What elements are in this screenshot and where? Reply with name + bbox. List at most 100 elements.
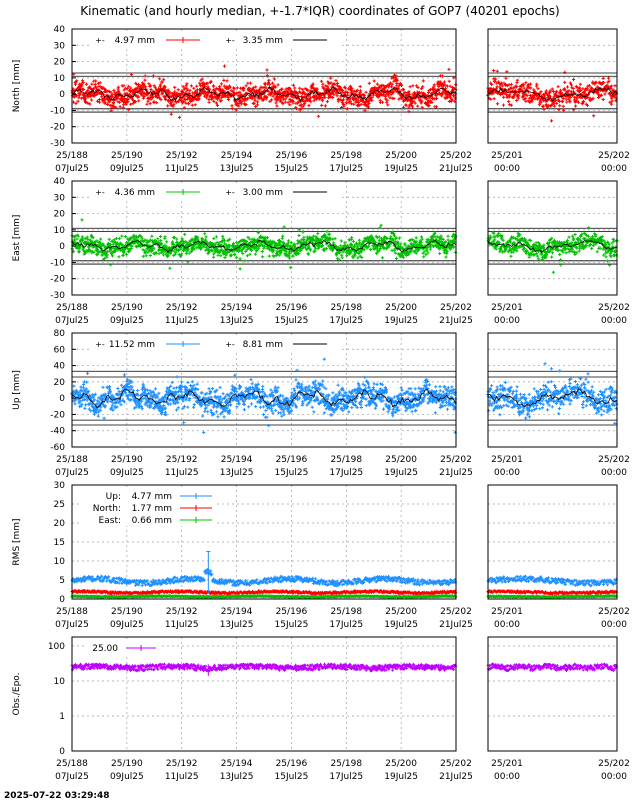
obs-points-zoom	[486, 662, 618, 673]
main-x-tick-doy: 25/190	[111, 303, 143, 313]
legend-background	[84, 642, 159, 654]
panel-rms: 25/188 07Jul25 25/190 09Jul25 25/192 11Jul25 2…	[12, 481, 630, 630]
panels: 25/188 07Jul25 25/190 09Jul25 25/192 11Jul25 2…	[12, 25, 630, 782]
legend-marker: +-	[95, 36, 105, 45]
main-x-tick-date: 11Jul25	[165, 772, 199, 782]
main-x-tick-date: 21Jul25	[439, 164, 473, 174]
main-x-tick-date: 15Jul25	[275, 620, 309, 630]
zoom-x-tick-date: 00:00	[494, 468, 520, 478]
y-tick-label: 30	[54, 481, 66, 491]
zoom-x-tick-doy: 25/202	[598, 455, 630, 465]
main-x-tick-date: 13Jul25	[220, 620, 254, 630]
y-tick-label: 60	[54, 345, 66, 355]
main-x-tick-date: 11Jul25	[165, 164, 199, 174]
legend-entry-median: 8.81 mm	[243, 340, 283, 350]
panel-obs-epo: 25/188 07Jul25 25/190 09Jul25 25/192 11Jul25 2…	[12, 636, 630, 782]
plot-frame	[71, 484, 457, 600]
legend-entry-points: 4.97 mm	[115, 36, 155, 46]
zoom-x-tick-date: 00:00	[601, 620, 627, 630]
main-x-tick-doy: 25/200	[385, 455, 417, 465]
y-tick-label: 25	[54, 500, 65, 510]
y-tick-label: 1	[59, 712, 65, 722]
plot-frame	[487, 636, 618, 752]
rms-points-east-main	[70, 594, 457, 599]
legend-marker: +-	[95, 340, 105, 349]
y-axis-label: RMS [mm]	[12, 518, 22, 565]
main-x-tick-doy: 25/196	[276, 455, 308, 465]
main-x-tick-doy: 25/200	[385, 607, 417, 617]
y-tick-label: -20	[50, 410, 65, 420]
y-tick-label: 20	[54, 519, 66, 529]
legend-entry-value: 0.66 mm	[132, 516, 172, 526]
main-x-tick-date: 13Jul25	[220, 316, 254, 326]
plot-frame	[487, 332, 618, 448]
median-line-zoom	[487, 240, 618, 253]
y-tick-label: 40	[54, 177, 66, 187]
main-x-tick-date: 21Jul25	[439, 620, 473, 630]
y-tick-label: 20	[54, 378, 66, 388]
timestamp: 2025-07-22 03:29:48	[4, 791, 109, 800]
main-x-tick-doy: 25/194	[221, 455, 253, 465]
y-tick-label: 20	[54, 210, 66, 220]
main-x-tick-doy: 25/192	[166, 607, 198, 617]
legend-entry-points: 11.52 mm	[109, 340, 155, 350]
zoom-x-tick-doy: 25/201	[491, 759, 523, 769]
legend-background	[82, 490, 214, 502]
legend-entry-name: East:	[99, 516, 121, 526]
main-x-tick-date: 19Jul25	[384, 620, 418, 630]
main-x-tick-date: 07Jul25	[55, 772, 89, 782]
main-x-tick-doy: 25/202	[440, 607, 472, 617]
zoom-x-tick-date: 00:00	[601, 164, 627, 174]
y-tick-label: 0	[59, 747, 65, 757]
main-x-tick-date: 19Jul25	[384, 316, 418, 326]
zoom-x-tick-doy: 25/201	[491, 303, 523, 313]
panel-north: 25/188 07Jul25 25/190 09Jul25 25/192 11Jul25 2…	[12, 25, 630, 174]
plot-frame	[71, 180, 457, 296]
legend-entry-value: 4.77 mm	[132, 492, 172, 502]
y-tick-label: 40	[54, 25, 66, 35]
y-tick-label: 40	[54, 362, 66, 372]
y-tick-label: 0	[59, 595, 65, 605]
main-x-tick-date: 11Jul25	[165, 316, 199, 326]
main-x-tick-doy: 25/200	[385, 151, 417, 161]
main-x-tick-doy: 25/202	[440, 151, 472, 161]
y-axis-label: East [mm]	[12, 215, 22, 262]
main-x-tick-doy: 25/192	[166, 303, 198, 313]
main-x-tick-date: 15Jul25	[275, 772, 309, 782]
main-x-tick-doy: 25/196	[276, 151, 308, 161]
main-x-tick-doy: 25/198	[330, 303, 362, 313]
zoom-x-tick-date: 00:00	[601, 772, 627, 782]
y-tick-label: 80	[54, 329, 66, 339]
median-line-main	[71, 86, 457, 102]
y-tick-label: 0	[59, 90, 65, 100]
zoom-x-tick-date: 00:00	[601, 468, 627, 478]
zoom-x-tick-doy: 25/202	[598, 303, 630, 313]
plot-frame	[71, 28, 457, 144]
main-x-tick-date: 17Jul25	[329, 772, 363, 782]
zoom-x-tick-date: 00:00	[494, 316, 520, 326]
y-tick-label: 10	[54, 677, 66, 687]
main-x-tick-doy: 25/196	[276, 607, 308, 617]
chart-title: Kinematic (and hourly median, +-1.7*IQR)…	[80, 4, 559, 18]
main-x-tick-date: 13Jul25	[220, 772, 254, 782]
main-x-tick-date: 15Jul25	[275, 316, 309, 326]
y-tick-label: 30	[54, 193, 66, 203]
main-x-tick-doy: 25/192	[166, 151, 198, 161]
main-x-tick-date: 07Jul25	[55, 164, 89, 174]
main-x-tick-doy: 25/194	[221, 151, 253, 161]
main-x-tick-doy: 25/198	[330, 151, 362, 161]
legend-entry-name: North:	[93, 504, 121, 514]
legend-entry-value: 1.77 mm	[132, 504, 172, 514]
main-x-tick-date: 09Jul25	[110, 164, 144, 174]
plot-frame	[487, 28, 618, 144]
y-tick-label: -40	[50, 427, 65, 437]
main-x-tick-doy: 25/190	[111, 151, 143, 161]
y-tick-label: -10	[50, 258, 65, 268]
main-x-tick-date: 07Jul25	[55, 468, 89, 478]
legend-marker: +-	[225, 188, 235, 197]
main-x-tick-date: 11Jul25	[165, 468, 199, 478]
y-axis-label: Obs./Epo.	[12, 673, 22, 716]
main-x-tick-doy: 25/190	[111, 455, 143, 465]
main-x-tick-doy: 25/194	[221, 607, 253, 617]
main-x-tick-doy: 25/200	[385, 303, 417, 313]
